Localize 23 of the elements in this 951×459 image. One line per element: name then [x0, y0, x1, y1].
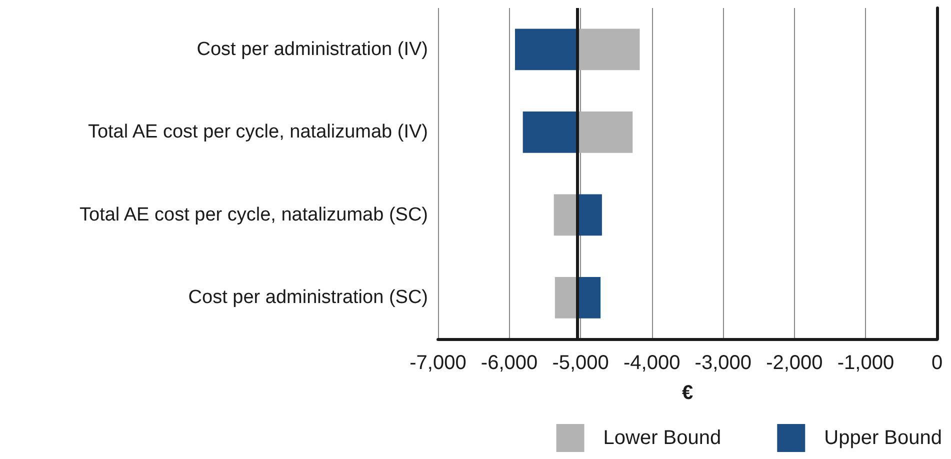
- y-tick-label: Cost per administration (SC): [188, 287, 428, 308]
- bar: [578, 111, 633, 153]
- bar: [578, 194, 602, 236]
- y-tick-label: Total AE cost per cycle, natalizumab (IV): [88, 122, 428, 143]
- legend-label: Lower Bound: [603, 427, 722, 449]
- x-tick-label: -1,000: [837, 352, 894, 374]
- y-tick-label: Cost per administration (IV): [196, 38, 428, 60]
- bar: [578, 276, 601, 318]
- bar: [578, 28, 640, 70]
- x-tick-label: -2,000: [766, 352, 823, 374]
- legend-label: Upper Bound: [824, 427, 942, 449]
- x-tick-label: -7,000: [410, 352, 466, 374]
- y-tick-label: Total AE cost per cycle, natalizumab (SC): [80, 204, 428, 226]
- x-axis-title: €: [682, 382, 694, 404]
- x-tick-label: -6,000: [480, 352, 538, 374]
- x-tick-label: -3,000: [694, 352, 752, 374]
- bar: [522, 111, 578, 153]
- bar: [554, 276, 578, 318]
- bar: [514, 28, 578, 70]
- bar: [554, 194, 578, 236]
- x-tick-label: 0: [931, 352, 943, 374]
- x-tick-label: -4,000: [624, 352, 680, 374]
- x-tick-label: -5,000: [552, 352, 609, 374]
